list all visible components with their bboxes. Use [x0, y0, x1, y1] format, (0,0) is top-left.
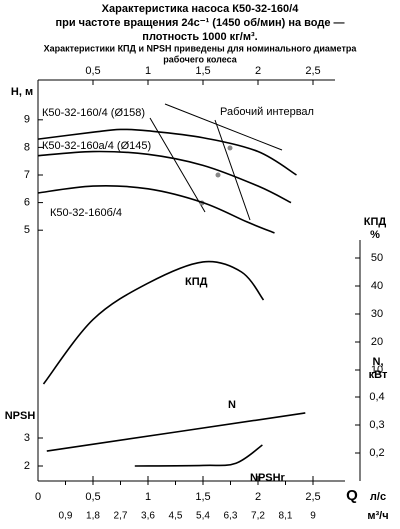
nominal-point — [227, 145, 233, 151]
x-tick-label: 1,5 — [195, 491, 210, 503]
series-line — [42, 260, 265, 385]
y-tick-label: 9 — [24, 114, 30, 126]
x-axis-unit: м³/ч — [367, 510, 388, 522]
title: Характеристика насоса К50-32-160/4 — [102, 3, 300, 15]
x2-tick-label: 9 — [310, 511, 316, 522]
interval-line — [214, 119, 251, 221]
series-line — [37, 184, 275, 234]
x2-tick-label: 6,3 — [224, 511, 238, 522]
y-tick-label: 7 — [24, 169, 30, 181]
x2-tick-label: 8,1 — [279, 511, 293, 522]
series-label: К50-32-160б/4 — [50, 207, 122, 219]
x2-tick-label: 5,4 — [196, 511, 210, 522]
series-line — [46, 412, 306, 452]
series-label: NPSHr — [250, 472, 286, 484]
nominal-point — [215, 172, 221, 178]
series-line — [37, 128, 297, 176]
y-tick-label: 8 — [24, 141, 30, 153]
subtitle: Характеристики КПД и NPSH приведены для … — [44, 43, 358, 53]
title: плотность 1000 кг/м³. — [142, 31, 257, 43]
subtitle: рабочего колеса — [163, 54, 237, 64]
x-tick-label: 1 — [145, 491, 151, 503]
x-tick-label: 2,5 — [305, 65, 320, 77]
x-tick-label: 2 — [255, 491, 261, 503]
x-tick-label: 0,5 — [85, 491, 100, 503]
y-tick-label: 2 — [24, 460, 30, 472]
x-tick-label: 0 — [35, 491, 41, 503]
x-tick-label: 1,5 — [195, 65, 210, 77]
series-label: N — [228, 399, 236, 411]
series-line — [37, 150, 292, 204]
y-axis-label: % — [370, 229, 380, 241]
x-axis-label: Q — [346, 487, 358, 504]
y-tick-label: 20 — [371, 336, 383, 348]
y-axis-label: Н, м — [11, 86, 33, 98]
x-tick-label: 2,5 — [305, 491, 320, 503]
y-tick-label: 6 — [24, 197, 30, 209]
x-tick-label: 2 — [255, 65, 261, 77]
x2-tick-label: 3,6 — [141, 511, 155, 522]
y-tick-label: 0,4 — [369, 391, 384, 403]
y-axis-label: кВт — [369, 369, 388, 381]
x2-tick-label: 7,2 — [251, 511, 265, 522]
y-tick-label: 0,2 — [369, 447, 384, 459]
y-axis-label: КПД — [364, 216, 387, 228]
x-tick-label: 1 — [145, 65, 151, 77]
interval-line — [149, 117, 206, 213]
x-axis-unit: л/с — [370, 491, 386, 503]
annotation: Рабочий интервал — [220, 106, 314, 118]
x2-tick-label: 0,9 — [59, 511, 73, 522]
y-tick-label: 5 — [24, 224, 30, 236]
x2-tick-label: 4,5 — [169, 511, 183, 522]
x2-tick-label: 1,8 — [86, 511, 100, 522]
y-tick-label: 3 — [24, 432, 30, 444]
interval-bracket — [164, 103, 283, 151]
y-tick-label: 50 — [371, 252, 383, 264]
series-line — [134, 444, 263, 467]
y-tick-label: 40 — [371, 280, 383, 292]
y-tick-label: 0,3 — [369, 419, 384, 431]
y-axis-label: NPSH — [5, 410, 36, 422]
x-tick-label: 0,5 — [85, 65, 100, 77]
series-label: К50-32-160/4 (Ø158) — [42, 107, 145, 119]
y-tick-label: 30 — [371, 308, 383, 320]
x2-tick-label: 2,7 — [114, 511, 128, 522]
series-label: КПД — [185, 276, 208, 288]
y-tick-label: 10 — [371, 364, 383, 376]
y-axis-label: N, — [373, 356, 384, 368]
series-label: К50-32-160а/4 (Ø145) — [42, 140, 151, 152]
title: при частоте вращения 24с⁻¹ (1450 об/мин)… — [56, 17, 345, 29]
